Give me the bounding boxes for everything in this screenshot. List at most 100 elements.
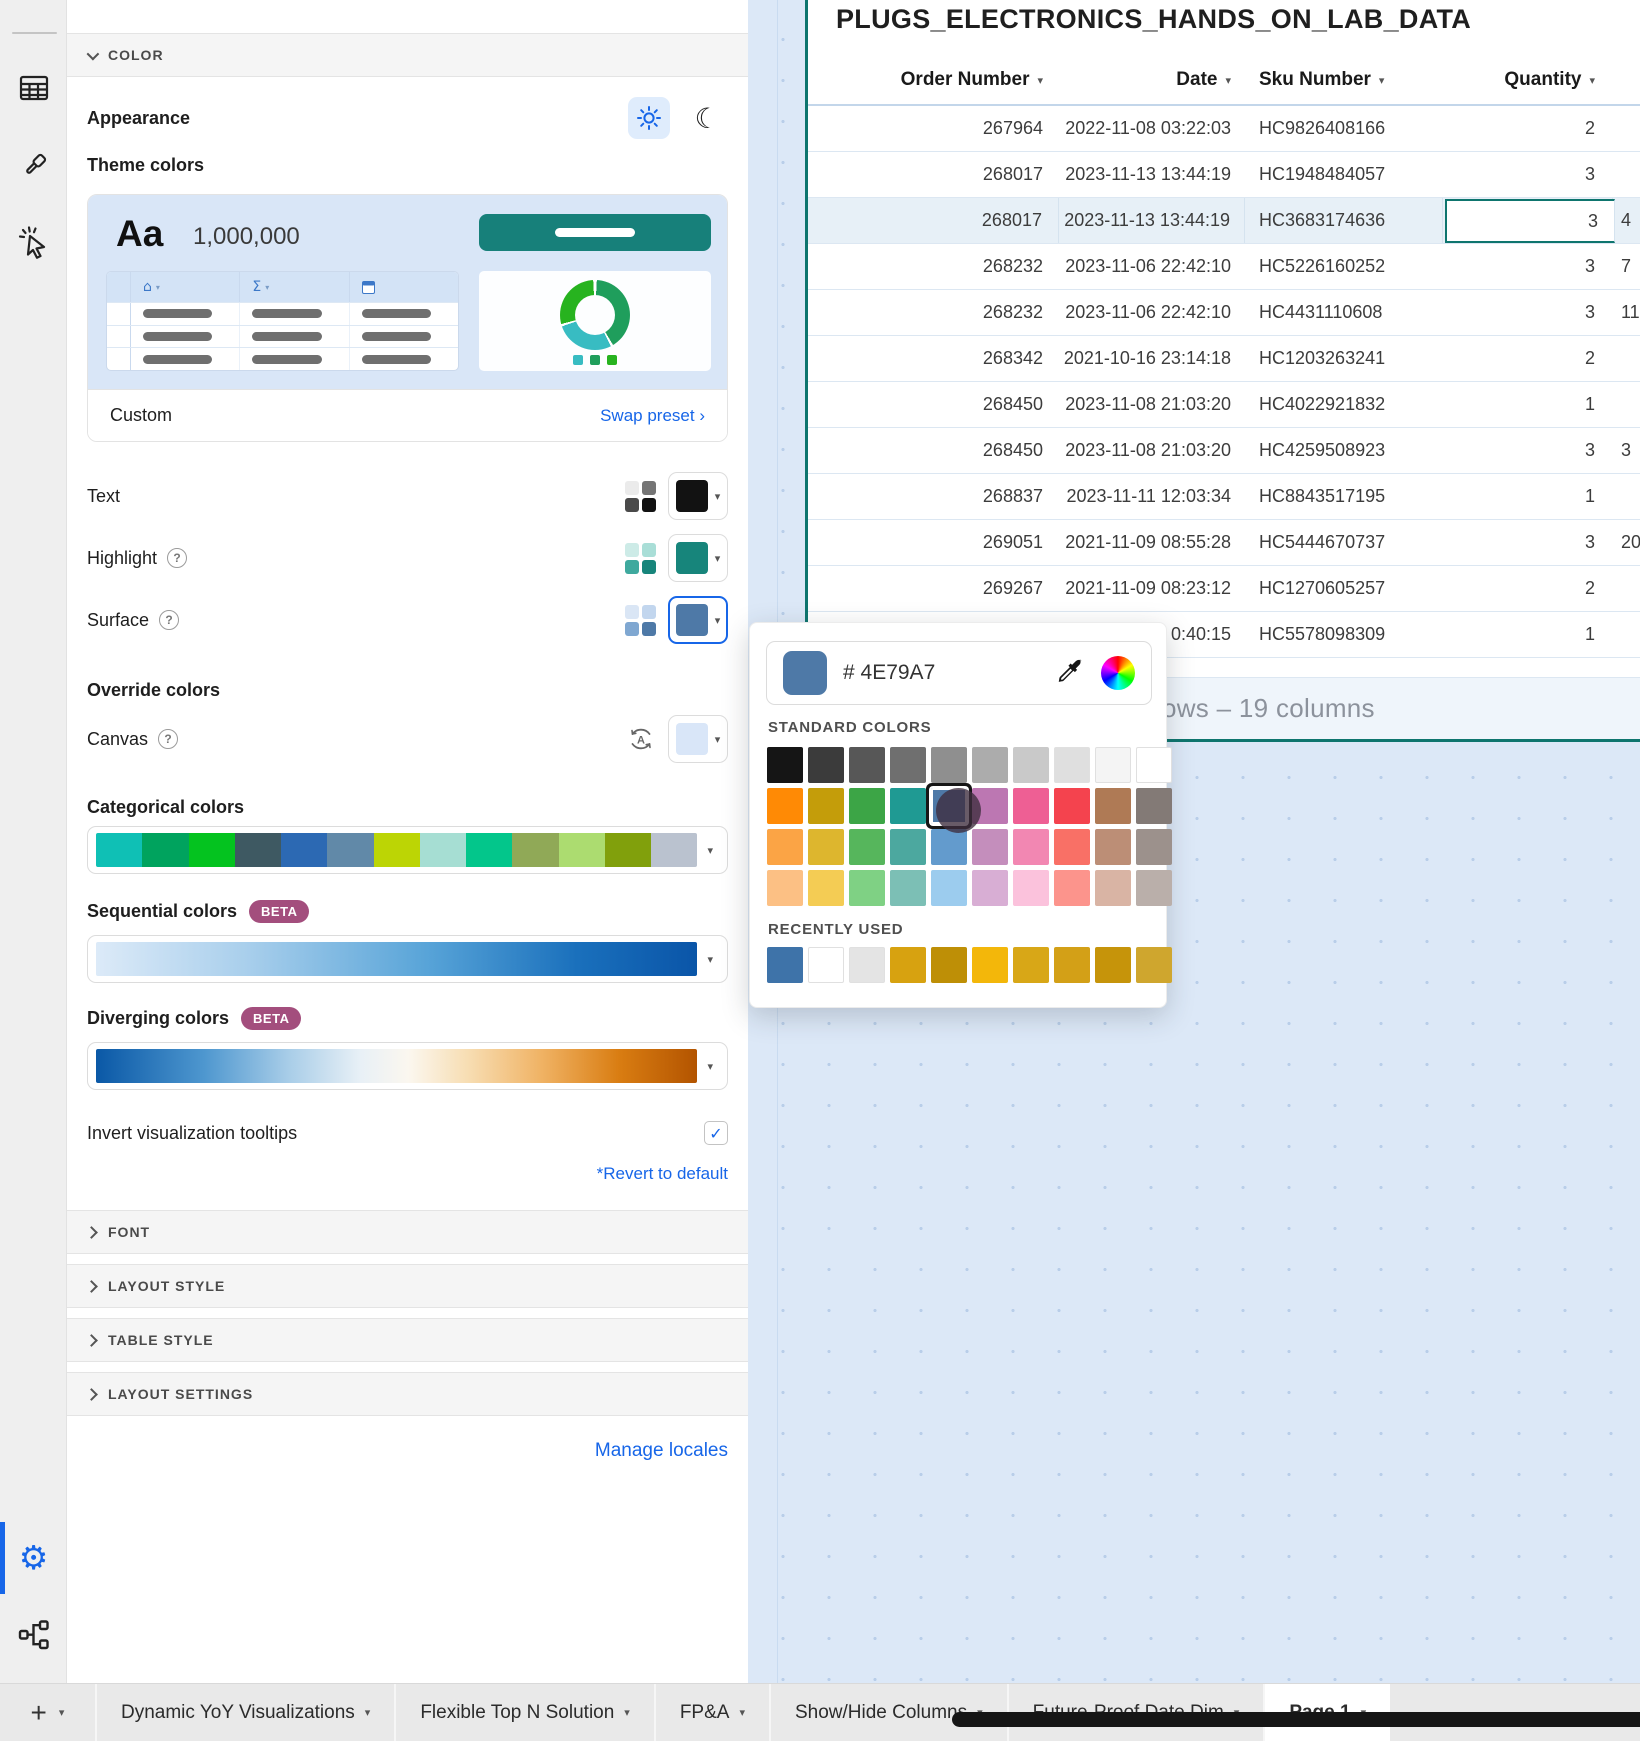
section-header-layout-style[interactable]: LAYOUT STYLE [67,1264,748,1308]
revert-to-default-link[interactable]: *Revert to default [596,1164,728,1183]
table-row[interactable]: 268232 2023-11-06 22:42:10 HC5226160252 3 7 [808,244,1640,290]
tab-flexible-top-n-solution[interactable]: Flexible Top N Solution ▾ [394,1684,654,1741]
column-header-sku-number[interactable]: Sku Number ▾ [1259,69,1385,90]
recent-color-swatch[interactable] [1054,947,1090,983]
auto-color-icon[interactable]: A [626,724,656,754]
table-row[interactable]: 268017 2023-11-13 13:44:19 HC3683174636 4 3 [808,198,1640,244]
standard-color-swatch[interactable] [1013,747,1049,783]
swap-preset-link[interactable]: Swap preset › [600,405,705,425]
sort-caret-icon[interactable]: ▾ [1225,73,1231,87]
standard-color-swatch[interactable] [1095,829,1131,865]
selected-cell[interactable]: 3 [1445,199,1615,243]
recent-color-swatch[interactable] [931,947,967,983]
column-header-quantity[interactable]: Quantity ▾ [1504,69,1595,90]
standard-color-swatch[interactable] [808,870,844,906]
standard-color-swatch[interactable] [1054,747,1090,783]
standard-color-swatch[interactable] [1095,747,1131,783]
standard-color-swatch[interactable] [890,829,926,865]
hex-color-field[interactable]: # 4E79A7 [766,641,1152,705]
standard-color-swatch[interactable] [1013,829,1049,865]
standard-color-swatch[interactable] [849,747,885,783]
diverging-colors-control[interactable]: ▾ [87,1042,728,1090]
lineage-icon[interactable] [0,1616,67,1654]
sequential-colors-control[interactable]: ▾ [87,935,728,983]
standard-color-swatch[interactable] [767,788,803,824]
manage-locales-link[interactable]: Manage locales [594,1440,728,1461]
help-icon[interactable]: ? [167,548,188,568]
standard-color-swatch[interactable] [767,747,803,783]
table-row[interactable]: 268232 2023-11-06 22:42:10 HC4431110608 3 11 [808,290,1640,336]
highlight-color-swatch[interactable]: ▾ [668,534,728,582]
standard-color-swatch[interactable] [808,829,844,865]
standard-color-swatch[interactable] [1054,870,1090,906]
standard-color-swatch[interactable] [849,829,885,865]
recent-color-swatch[interactable] [972,947,1008,983]
sort-caret-icon[interactable]: ▾ [1037,73,1043,87]
recent-color-swatch[interactable] [808,947,844,983]
recent-color-swatch[interactable] [849,947,885,983]
recent-color-swatch[interactable] [1136,947,1172,983]
standard-color-swatch[interactable] [931,870,967,906]
standard-color-swatch[interactable] [931,829,967,865]
standard-color-swatch[interactable] [972,747,1008,783]
table-icon[interactable] [0,70,67,106]
table-row[interactable]: 268450 2023-11-08 21:03:20 HC4259508923 3 3 [808,428,1640,474]
horizontal-scrollbar[interactable] [952,1712,1640,1727]
standard-color-swatch[interactable] [1054,788,1090,824]
standard-color-swatch[interactable] [808,747,844,783]
standard-color-swatch[interactable] [1095,870,1131,906]
standard-color-swatch[interactable] [849,788,885,824]
standard-color-swatch[interactable] [972,870,1008,906]
standard-color-swatch[interactable] [1013,870,1049,906]
sort-caret-icon[interactable]: ▾ [1378,73,1385,87]
column-header-date[interactable]: Date ▾ [1176,69,1231,90]
section-header-layout-settings[interactable]: LAYOUT SETTINGS [67,1372,748,1416]
standard-color-swatch[interactable] [890,788,926,824]
tab-fp-a[interactable]: FP&A ▾ [653,1684,769,1741]
standard-color-swatch[interactable] [808,788,844,824]
table-row[interactable]: 268837 2023-11-11 12:03:34 HC8843517195 1 [808,474,1640,520]
text-color-swatch[interactable]: ▾ [668,472,728,520]
surface-color-swatch[interactable]: ▾ [668,596,728,644]
standard-color-swatch[interactable] [1136,870,1172,906]
add-page-button[interactable]: + [30,1696,47,1728]
color-wheel-icon[interactable] [1101,656,1135,690]
table-row[interactable]: 268017 2023-11-13 13:44:19 HC1948484057 3 [808,152,1640,198]
standard-color-swatch[interactable] [1095,788,1131,824]
table-row[interactable]: 269051 2021-11-09 08:55:28 HC5444670737 3 20 [808,520,1640,566]
data-table-element[interactable]: PLUGS_ELECTRONICS_HANDS_ON_LAB_DATA Orde… [805,0,1640,742]
help-icon[interactable]: ? [158,729,179,749]
recent-color-swatch[interactable] [1013,947,1049,983]
section-header-font[interactable]: FONT [67,1210,748,1254]
sort-caret-icon[interactable]: ▾ [1589,73,1595,87]
dark-mode-button[interactable]: ☾ [686,97,728,139]
eyedropper-icon[interactable] [1055,658,1085,688]
canvas-color-swatch[interactable]: ▾ [668,715,728,763]
cursor-click-icon[interactable] [0,222,67,262]
standard-color-swatch[interactable] [1013,788,1049,824]
column-header-order-number[interactable]: Order Number ▾ [900,69,1043,90]
section-header-color[interactable]: COLOR [67,33,748,77]
table-row[interactable]: 268450 2023-11-08 21:03:20 HC4022921832 1 [808,382,1640,428]
table-row[interactable]: 269267 2021-11-09 08:23:12 HC1270605257 2 [808,566,1640,612]
recent-color-swatch[interactable] [890,947,926,983]
categorical-colors-control[interactable]: ▾ [87,826,728,874]
table-row[interactable]: 267964 2022-11-08 03:22:03 HC9826408166 2 [808,106,1640,152]
standard-color-swatch[interactable] [849,870,885,906]
tab-dynamic-yoy-visualizations[interactable]: Dynamic YoY Visualizations ▾ [95,1684,394,1741]
standard-color-swatch[interactable] [890,747,926,783]
standard-color-swatch[interactable] [1136,829,1172,865]
standard-color-swatch[interactable] [890,870,926,906]
add-page-caret-icon[interactable]: ▾ [58,1706,65,1719]
section-header-table-style[interactable]: TABLE STYLE [67,1318,748,1362]
table-row[interactable]: 268342 2021-10-16 23:14:18 HC1203263241 2 [808,336,1640,382]
theme-preview-card[interactable]: Aa 1,000,000 ⌂ ▾ Σ ▾ [87,194,728,442]
paintbrush-icon[interactable] [0,148,67,184]
invert-tooltips-checkbox[interactable]: ✓ [704,1121,728,1145]
standard-color-swatch[interactable] [972,829,1008,865]
standard-color-swatch[interactable] [1136,747,1172,783]
standard-color-swatch[interactable] [767,829,803,865]
recent-color-swatch[interactable] [767,947,803,983]
gear-icon[interactable]: ⚙ [18,1538,49,1577]
table-row[interactable]: 0:40:15 HC5578098309 1 [808,612,1640,658]
